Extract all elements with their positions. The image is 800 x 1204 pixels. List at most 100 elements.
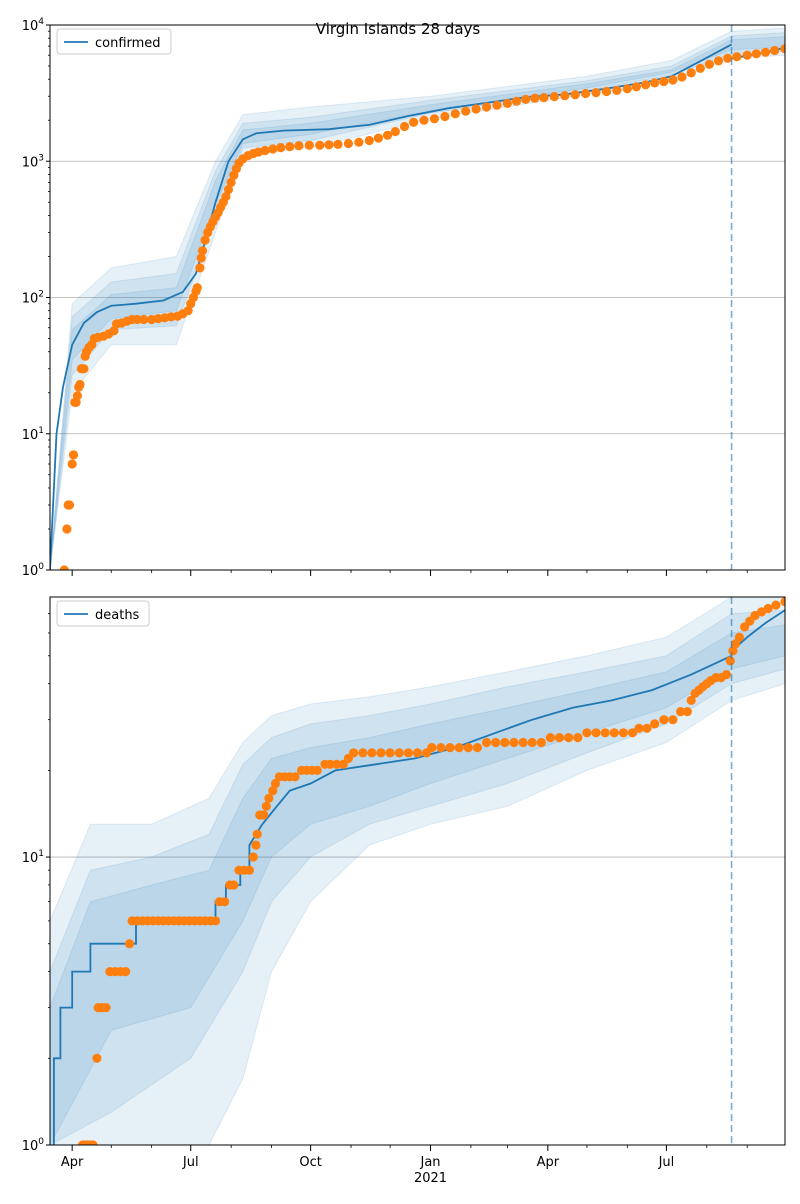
confirmed-observed-point	[560, 91, 570, 101]
deaths-observed-point	[730, 639, 741, 649]
confirmed-observed-point	[521, 94, 531, 104]
deaths-x-tick-label: Apr	[537, 1155, 560, 1170]
confirmed-observed-point	[354, 137, 364, 147]
confirmed-observed-point	[343, 138, 353, 149]
deaths-x-tick-label: Jul	[658, 1155, 675, 1170]
confirmed-observed-point	[622, 84, 632, 94]
deaths-observed-point	[491, 737, 501, 748]
deaths-observed-point	[721, 670, 732, 680]
deaths-y-tick-label: 101	[22, 849, 44, 866]
confirmed-observed-point	[530, 93, 540, 103]
deaths-observed-point	[229, 880, 239, 890]
confirmed-legend: confirmed	[56, 28, 172, 55]
deaths-observed-point	[248, 852, 258, 862]
deaths-observed-point	[385, 748, 395, 758]
deaths-legend: deaths	[56, 600, 150, 627]
confirmed-observed-point	[132, 314, 142, 325]
deaths-observed-point	[725, 656, 735, 666]
confirmed-observed-point	[221, 192, 231, 202]
confirmed-observed-point	[429, 114, 439, 124]
confirmed-observed-point	[62, 524, 72, 534]
deaths-observed-point	[121, 967, 131, 977]
confirmed-observed-series	[59, 44, 785, 570]
deaths-observed-point	[412, 748, 423, 758]
deaths-observed-point	[427, 743, 437, 753]
confirmed-observed-point	[183, 306, 193, 316]
deaths-observed-point	[472, 743, 482, 753]
deaths-observed-point	[771, 600, 781, 610]
deaths-axes-frame	[49, 596, 786, 1146]
deaths-x-tick-label: Oct	[299, 1155, 321, 1170]
deaths-observed-point	[349, 748, 359, 758]
deaths-x-tick-label: Jan	[420, 1155, 441, 1170]
deaths-observed-point	[454, 743, 464, 753]
deaths-y-tick-label: 100	[22, 1137, 45, 1154]
confirmed-observed-point	[75, 379, 85, 390]
deaths-observed-point	[536, 737, 546, 748]
deaths-observed-point	[482, 737, 492, 748]
confirmed-observed-point	[79, 364, 89, 374]
deaths-x-axis: Apr Jul Oct Jan Apr Jul 2021	[61, 1145, 748, 1186]
deaths-uncertainty-band	[50, 609, 785, 1145]
deaths-observed-point	[518, 737, 528, 748]
confirmed-observed-point	[196, 253, 206, 263]
deaths-observed-point	[682, 707, 692, 717]
confirmed-observed-point	[659, 76, 669, 87]
confirmed-observed-point	[139, 314, 149, 325]
confirmed-observed-point	[440, 111, 450, 122]
deaths-observed-point	[338, 759, 348, 769]
confirmed-observed-point	[324, 140, 334, 150]
deaths-observed-point	[210, 916, 221, 926]
deaths-observed-point	[600, 728, 610, 738]
deaths-observed-point	[101, 1003, 111, 1013]
deaths-observed-point	[220, 897, 230, 907]
deaths-observed-point	[545, 733, 556, 743]
deaths-legend-box	[56, 600, 150, 627]
deaths-observed-point	[261, 801, 271, 811]
confirmed-observed-point	[631, 82, 642, 92]
deaths-observed-point	[463, 743, 473, 753]
confirmed-observed-point	[419, 115, 429, 125]
confirmed-observed-point	[59, 565, 69, 570]
deaths-observed-point	[554, 733, 565, 743]
deaths-observed-point	[394, 748, 404, 758]
confirmed-observed-point	[200, 235, 210, 245]
confirmed-observed-point	[409, 117, 419, 127]
confirmed-observed-point	[399, 121, 410, 132]
confirmed-observed-point	[641, 80, 651, 90]
confirmed-observed-point	[668, 75, 678, 85]
deaths-observed-point	[403, 748, 413, 758]
confirmed-observed-point	[760, 47, 771, 57]
deaths-observed-point	[591, 728, 601, 738]
deaths-observed-point	[780, 597, 785, 607]
confirmed-observed-point	[373, 133, 383, 143]
confirmed-observed-point	[732, 52, 742, 62]
confirmed-observed-point	[364, 135, 374, 146]
deaths-observed-point	[573, 733, 583, 743]
deaths-observed-point	[268, 786, 278, 796]
confirmed-observed-point	[450, 109, 460, 119]
confirmed-observed-point	[570, 90, 580, 100]
deaths-observed-point	[676, 707, 686, 717]
confirmed-observed-point	[67, 459, 77, 469]
deaths-observed-point	[564, 733, 574, 743]
confirmed-observed-point	[64, 500, 75, 510]
confirmed-observed-point	[276, 143, 286, 153]
deaths-observed-point	[259, 810, 269, 820]
deaths-observed-point	[376, 748, 386, 758]
deaths-observed-point	[527, 737, 537, 748]
confirmed-plot-area	[50, 27, 785, 570]
confirmed-observed-point	[195, 263, 205, 273]
deaths-y-axis: 100 101	[22, 613, 50, 1154]
deaths-observed-point	[436, 743, 446, 753]
deaths-x-year-label: 2021	[414, 1171, 447, 1186]
confirmed-observed-point	[502, 98, 512, 108]
confirmed-observed-point	[461, 106, 471, 116]
deaths-observed-point	[88, 1140, 98, 1145]
confirmed-y-tick-label: 101	[22, 426, 44, 443]
deaths-x-tick-label: Jul	[182, 1155, 199, 1170]
confirmed-observed-point	[226, 177, 236, 187]
confirmed-observed-point	[268, 144, 278, 154]
deaths-plot-area	[50, 597, 785, 1145]
